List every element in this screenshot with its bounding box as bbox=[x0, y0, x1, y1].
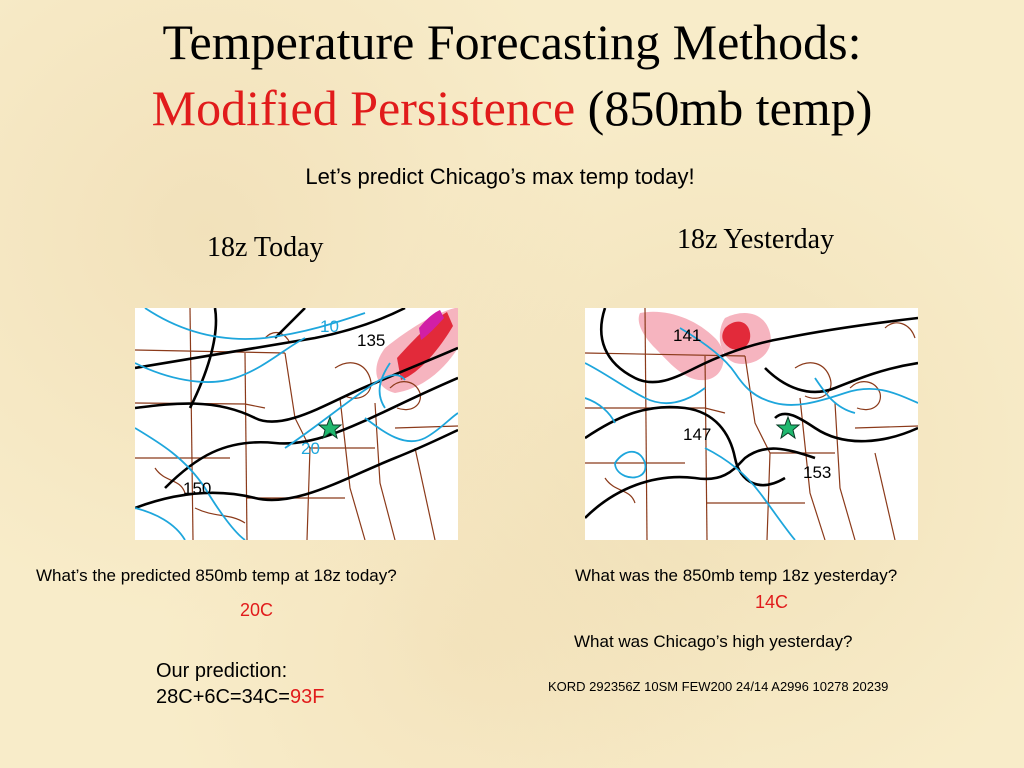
question-850mb-yesterday: What was the 850mb temp 18z yesterday? bbox=[575, 566, 898, 585]
map-label-isotherm-20: 20 bbox=[301, 439, 320, 458]
metar-observation: KORD 292356Z 10SM FEW200 24/14 A2996 102… bbox=[548, 679, 889, 694]
answer-850mb-yesterday: 14C bbox=[755, 592, 789, 612]
map-18z-today-figure: 10 135 20 150 bbox=[135, 308, 458, 540]
map-label-height-150: 150 bbox=[183, 479, 211, 498]
map-label-height-141: 141 bbox=[673, 326, 701, 345]
map-18z-yesterday-figure: 141 147 153 bbox=[585, 308, 918, 540]
map-label-isotherm-10: 10 bbox=[320, 317, 339, 336]
title-method-name: Modified Persistence bbox=[151, 80, 576, 136]
prediction-heading: Our prediction: bbox=[156, 660, 288, 682]
chicago-star-icon bbox=[775, 415, 801, 440]
question-predicted-850mb-today: What’s the predicted 850mb temp at 18z t… bbox=[36, 566, 397, 585]
map-label-height-135: 135 bbox=[357, 331, 385, 350]
answer-predicted-850mb-today: 20C bbox=[240, 600, 274, 620]
slide-subtitle: Let’s predict Chicago’s max temp today! bbox=[305, 164, 695, 189]
slide-title-line2: Modified Persistence (850mb temp) bbox=[0, 80, 1024, 136]
label-18z-yesterday: 18z Yesterday bbox=[677, 224, 835, 255]
label-18z-today: 18z Today bbox=[207, 232, 324, 263]
map-label-height-153: 153 bbox=[803, 463, 831, 482]
prediction-result: 93F bbox=[289, 686, 325, 708]
map-18z-today: 10 135 20 150 bbox=[135, 308, 458, 540]
title-method-qualifier: (850mb temp) bbox=[575, 80, 873, 136]
map-label-height-147: 147 bbox=[683, 425, 711, 444]
prediction-calculation: 28C+6C=34C=93F bbox=[156, 686, 325, 708]
prediction-block: Our prediction: 28C+6C=34C=93F bbox=[156, 658, 324, 710]
map-18z-yesterday: 141 147 153 bbox=[585, 308, 918, 540]
question-chicago-high-yesterday: What was Chicago’s high yesterday? bbox=[574, 632, 853, 651]
slide-title-line1: Temperature Forecasting Methods: bbox=[162, 14, 862, 70]
chicago-star-icon bbox=[317, 415, 343, 440]
